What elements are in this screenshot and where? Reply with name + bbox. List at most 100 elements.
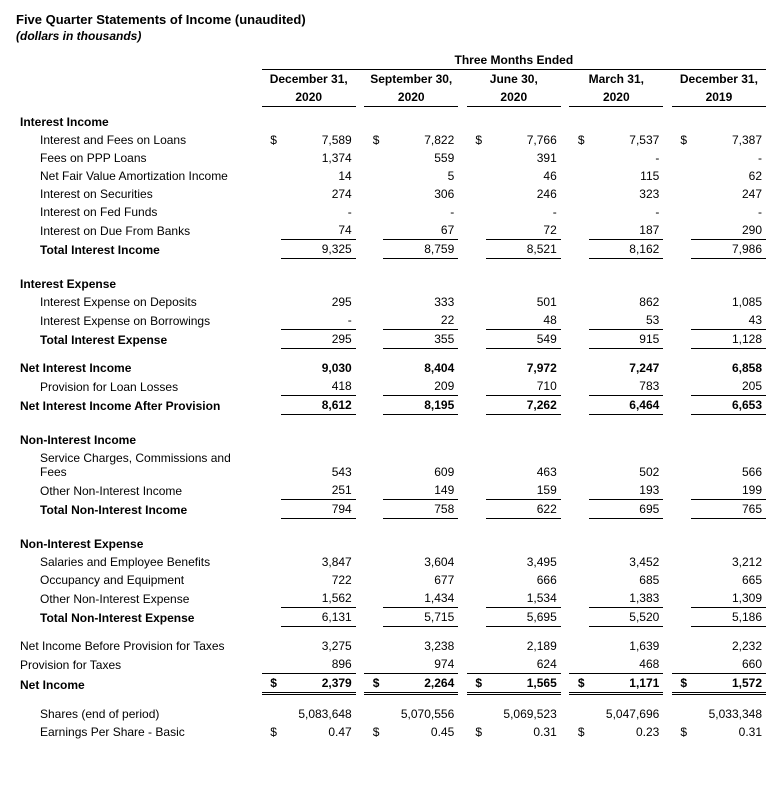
currency-symbol <box>467 705 486 723</box>
value-cell: 187 <box>589 221 664 240</box>
value-cell: 62 <box>691 167 766 185</box>
currency-symbol <box>262 553 281 571</box>
row-label: Earnings Per Share - Basic <box>16 723 262 741</box>
currency-symbol <box>364 240 383 259</box>
currency-symbol <box>569 377 588 396</box>
value-cell: 622 <box>486 500 561 519</box>
currency-symbol <box>672 203 691 221</box>
row-label: Total Interest Income <box>16 240 262 259</box>
section-header: Non-Interest Expense <box>16 529 766 553</box>
value-cell: - <box>691 203 766 221</box>
currency-symbol <box>364 449 383 481</box>
value-cell: 695 <box>589 500 664 519</box>
value-cell: 6,464 <box>589 396 664 415</box>
row-label: Service Charges, Commissions and Fees <box>16 449 262 481</box>
value-cell: 6,858 <box>691 359 766 377</box>
currency-symbol <box>262 185 281 203</box>
currency-symbol <box>364 655 383 674</box>
table-row: Net Fair Value Amortization Income 14546… <box>16 167 766 185</box>
value-cell: 74 <box>281 221 356 240</box>
currency-symbol <box>467 149 486 167</box>
value-cell: - <box>281 203 356 221</box>
value-cell: 1,309 <box>691 589 766 608</box>
row-label: Net Fair Value Amortization Income <box>16 167 262 185</box>
value-cell: 3,275 <box>281 637 356 655</box>
currency-symbol <box>467 589 486 608</box>
value-cell: - <box>281 311 356 330</box>
table-row: Salaries and Employee Benefits 3,8473,60… <box>16 553 766 571</box>
value-cell: 355 <box>383 330 458 349</box>
value-cell: 566 <box>691 449 766 481</box>
value-cell: 67 <box>383 221 458 240</box>
value-cell: 463 <box>486 449 561 481</box>
currency-symbol <box>672 330 691 349</box>
currency-symbol <box>569 359 588 377</box>
value-cell: 0.23 <box>589 723 664 741</box>
value-cell: 1,128 <box>691 330 766 349</box>
value-cell: 323 <box>589 185 664 203</box>
currency-symbol <box>672 449 691 481</box>
value-cell: 543 <box>281 449 356 481</box>
currency-symbol: $ <box>569 723 588 741</box>
value-cell: 9,030 <box>281 359 356 377</box>
currency-symbol <box>467 359 486 377</box>
table-row: Fees on PPP Loans 1,374559391-- <box>16 149 766 167</box>
value-cell: 1,565 <box>486 674 561 694</box>
currency-symbol <box>262 330 281 349</box>
value-cell: 8,404 <box>383 359 458 377</box>
table-row: Provision for Loan Losses 41820971078320… <box>16 377 766 396</box>
currency-symbol <box>672 553 691 571</box>
currency-symbol <box>262 149 281 167</box>
currency-symbol <box>672 221 691 240</box>
value-cell: 660 <box>691 655 766 674</box>
row-label: Fees on PPP Loans <box>16 149 262 167</box>
currency-symbol: $ <box>672 723 691 741</box>
row-label: Other Non-Interest Income <box>16 481 262 500</box>
value-cell: 685 <box>589 571 664 589</box>
row-label: Other Non-Interest Expense <box>16 589 262 608</box>
value-cell: 14 <box>281 167 356 185</box>
value-cell: - <box>486 203 561 221</box>
currency-symbol <box>467 377 486 396</box>
section-header: Non-Interest Income <box>16 425 766 449</box>
value-cell: 1,639 <box>589 637 664 655</box>
currency-symbol <box>672 637 691 655</box>
value-cell: 6,653 <box>691 396 766 415</box>
value-cell: 3,238 <box>383 637 458 655</box>
value-cell: 7,986 <box>691 240 766 259</box>
currency-symbol <box>672 705 691 723</box>
table-row: Earnings Per Share - Basic$0.47$0.45$0.3… <box>16 723 766 741</box>
value-cell: 115 <box>589 167 664 185</box>
currency-symbol <box>467 240 486 259</box>
value-cell: 46 <box>486 167 561 185</box>
value-cell: 251 <box>281 481 356 500</box>
table-row: Net Income Before Provision for Taxes3,2… <box>16 637 766 655</box>
currency-symbol <box>262 608 281 627</box>
currency-symbol <box>467 608 486 627</box>
value-cell: 1,562 <box>281 589 356 608</box>
currency-symbol <box>569 449 588 481</box>
value-cell: 295 <box>281 293 356 311</box>
table-row: Total Non-Interest Income 79475862269576… <box>16 500 766 519</box>
currency-symbol <box>262 637 281 655</box>
currency-symbol <box>467 449 486 481</box>
currency-symbol: $ <box>569 674 588 694</box>
value-cell: 783 <box>589 377 664 396</box>
currency-symbol: $ <box>262 131 281 149</box>
table-row: Total Non-Interest Expense 6,1315,7155,6… <box>16 608 766 627</box>
currency-symbol <box>467 330 486 349</box>
currency-symbol: $ <box>262 674 281 694</box>
value-cell: 159 <box>486 481 561 500</box>
currency-symbol <box>467 185 486 203</box>
value-cell: 1,534 <box>486 589 561 608</box>
currency-symbol <box>569 240 588 259</box>
currency-symbol <box>262 589 281 608</box>
currency-symbol <box>569 167 588 185</box>
value-cell: 794 <box>281 500 356 519</box>
value-cell: 53 <box>589 311 664 330</box>
value-cell: 3,212 <box>691 553 766 571</box>
currency-symbol <box>364 500 383 519</box>
currency-symbol <box>672 293 691 311</box>
currency-symbol <box>569 185 588 203</box>
table-row: Service Charges, Commissions and Fees 54… <box>16 449 766 481</box>
